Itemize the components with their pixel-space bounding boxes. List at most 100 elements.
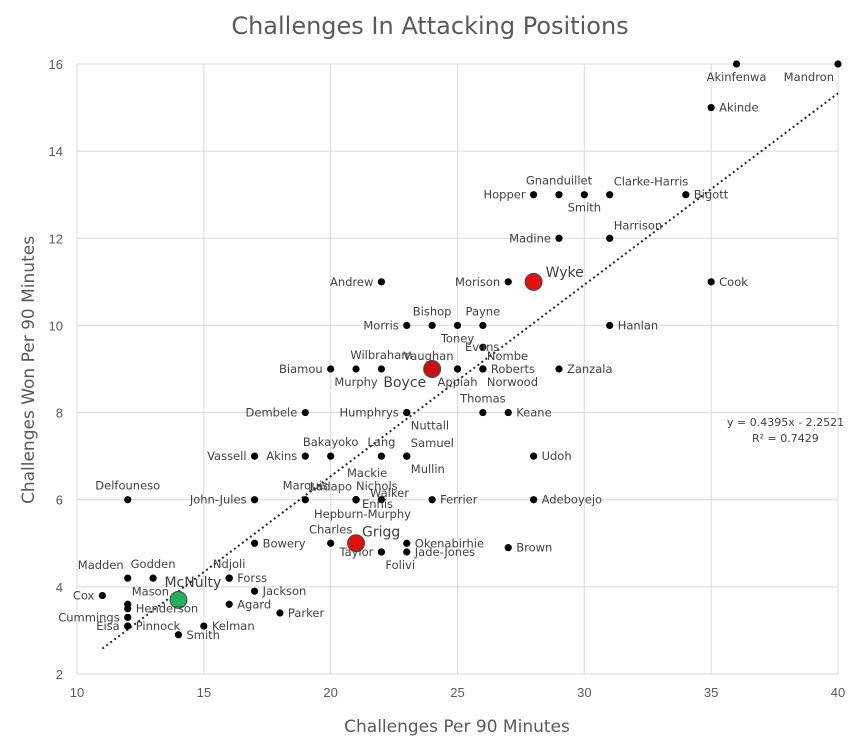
data-point <box>403 408 411 417</box>
data-point <box>453 365 462 373</box>
data-point <box>682 191 690 199</box>
data-point <box>504 408 512 417</box>
data-point <box>250 496 259 504</box>
point-label: Jackson <box>262 584 307 598</box>
point-label: Akinfenwa <box>707 70 767 84</box>
point-label: Nuttall <box>411 419 449 433</box>
data-point <box>327 365 335 373</box>
point-label: Norwood <box>487 375 538 389</box>
y-tick-label: 14 <box>49 144 63 159</box>
data-point <box>327 539 335 547</box>
data-point <box>377 452 385 460</box>
trendline-equation: y = 0.4395x - 2.2521 <box>727 416 844 429</box>
y-tick-label: 10 <box>49 318 63 333</box>
point-label: Payne <box>466 304 501 318</box>
data-point <box>124 574 132 582</box>
data-point <box>250 452 259 460</box>
point-label: Madine <box>509 231 551 245</box>
point-label: Godden <box>131 557 176 571</box>
x-tick-label: 15 <box>197 685 211 700</box>
point-label: Cook <box>719 275 748 289</box>
point-label: Clarke-Harris <box>614 175 689 189</box>
point-label: John-Jules <box>189 493 247 507</box>
point-label: Marquis <box>283 479 328 493</box>
data-point <box>352 496 360 504</box>
data-point <box>174 631 183 639</box>
point-label: Harrison <box>614 218 662 232</box>
data-point <box>555 234 563 242</box>
data-point <box>124 613 132 621</box>
data-point <box>377 496 385 504</box>
point-label: Brown <box>516 541 552 555</box>
point-label: Bishop <box>413 304 452 318</box>
point-label: Vaughan <box>403 349 453 363</box>
point-label: Bakayoko <box>303 435 359 449</box>
point-label: Morris <box>363 318 398 332</box>
point-label: Taylor <box>338 545 373 559</box>
point-label: Bigott <box>694 188 729 202</box>
point-label: Hanlan <box>618 318 659 332</box>
point-label: Okenabirhie <box>415 536 484 550</box>
y-tick-label: 4 <box>56 580 63 595</box>
data-point <box>453 321 462 330</box>
y-tick-label: 8 <box>56 406 63 421</box>
data-point <box>225 574 233 582</box>
highlight-label: Grigg <box>362 524 400 540</box>
point-label: Morison <box>455 275 500 289</box>
point-label: Delfouneso <box>95 479 160 493</box>
point-label: Samuel <box>411 436 454 450</box>
data-point <box>479 408 487 417</box>
data-point <box>707 278 715 286</box>
data-point <box>707 103 715 112</box>
data-point <box>606 191 614 199</box>
data-point <box>352 365 360 373</box>
trendline-layer <box>101 92 839 650</box>
point-label: Forss <box>237 571 267 585</box>
data-point <box>504 544 512 552</box>
data-point <box>555 191 563 199</box>
point-label: Bowery <box>263 536 306 550</box>
data-point <box>479 343 487 351</box>
data-point <box>124 622 132 630</box>
trendline-r-squared: R² = 0.7429 <box>752 432 819 445</box>
point-label: Walker <box>370 486 409 500</box>
x-tick-label: 20 <box>323 685 337 700</box>
point-label: Wilbraham <box>350 348 412 362</box>
point-label: Nichols <box>356 479 398 493</box>
data-point <box>403 321 411 330</box>
point-label: Agard <box>237 597 271 611</box>
point-label: Cox <box>73 589 95 603</box>
data-point <box>428 496 436 504</box>
point-label: Mason <box>132 584 169 598</box>
point-label: Folivi <box>385 558 415 572</box>
data-point <box>250 539 259 547</box>
data-point <box>530 496 538 504</box>
data-point <box>301 408 309 417</box>
point-label: Ndjoli <box>213 557 246 571</box>
data-point <box>732 60 741 68</box>
point-label: Adeboyejo <box>542 493 603 507</box>
x-tick-label: 10 <box>70 685 84 700</box>
point-label: Ladapo <box>310 480 352 494</box>
data-point <box>504 278 512 286</box>
data-point <box>479 365 487 373</box>
point-label: Pinnock <box>136 619 181 633</box>
point-label: Gnanduillet <box>526 174 593 188</box>
point-label: Jade-Jones <box>414 545 475 559</box>
highlight-label: McNulty <box>164 575 221 591</box>
data-point <box>428 321 436 330</box>
x-tick-label: 30 <box>577 685 591 700</box>
point-label: Hepburn-Murphy <box>314 507 411 521</box>
point-label: Kelman <box>212 619 255 633</box>
data-point <box>834 60 842 68</box>
point-label: Nombe <box>487 349 528 363</box>
point-label: Evans <box>465 340 499 354</box>
data-point <box>301 496 309 504</box>
point-label: Mackie <box>347 466 387 480</box>
data-point <box>327 452 335 460</box>
point-label: Hopper <box>484 188 526 202</box>
point-label: Charles <box>309 522 352 536</box>
point-label: Parker <box>288 606 325 620</box>
y-tick-label: 12 <box>49 231 63 246</box>
